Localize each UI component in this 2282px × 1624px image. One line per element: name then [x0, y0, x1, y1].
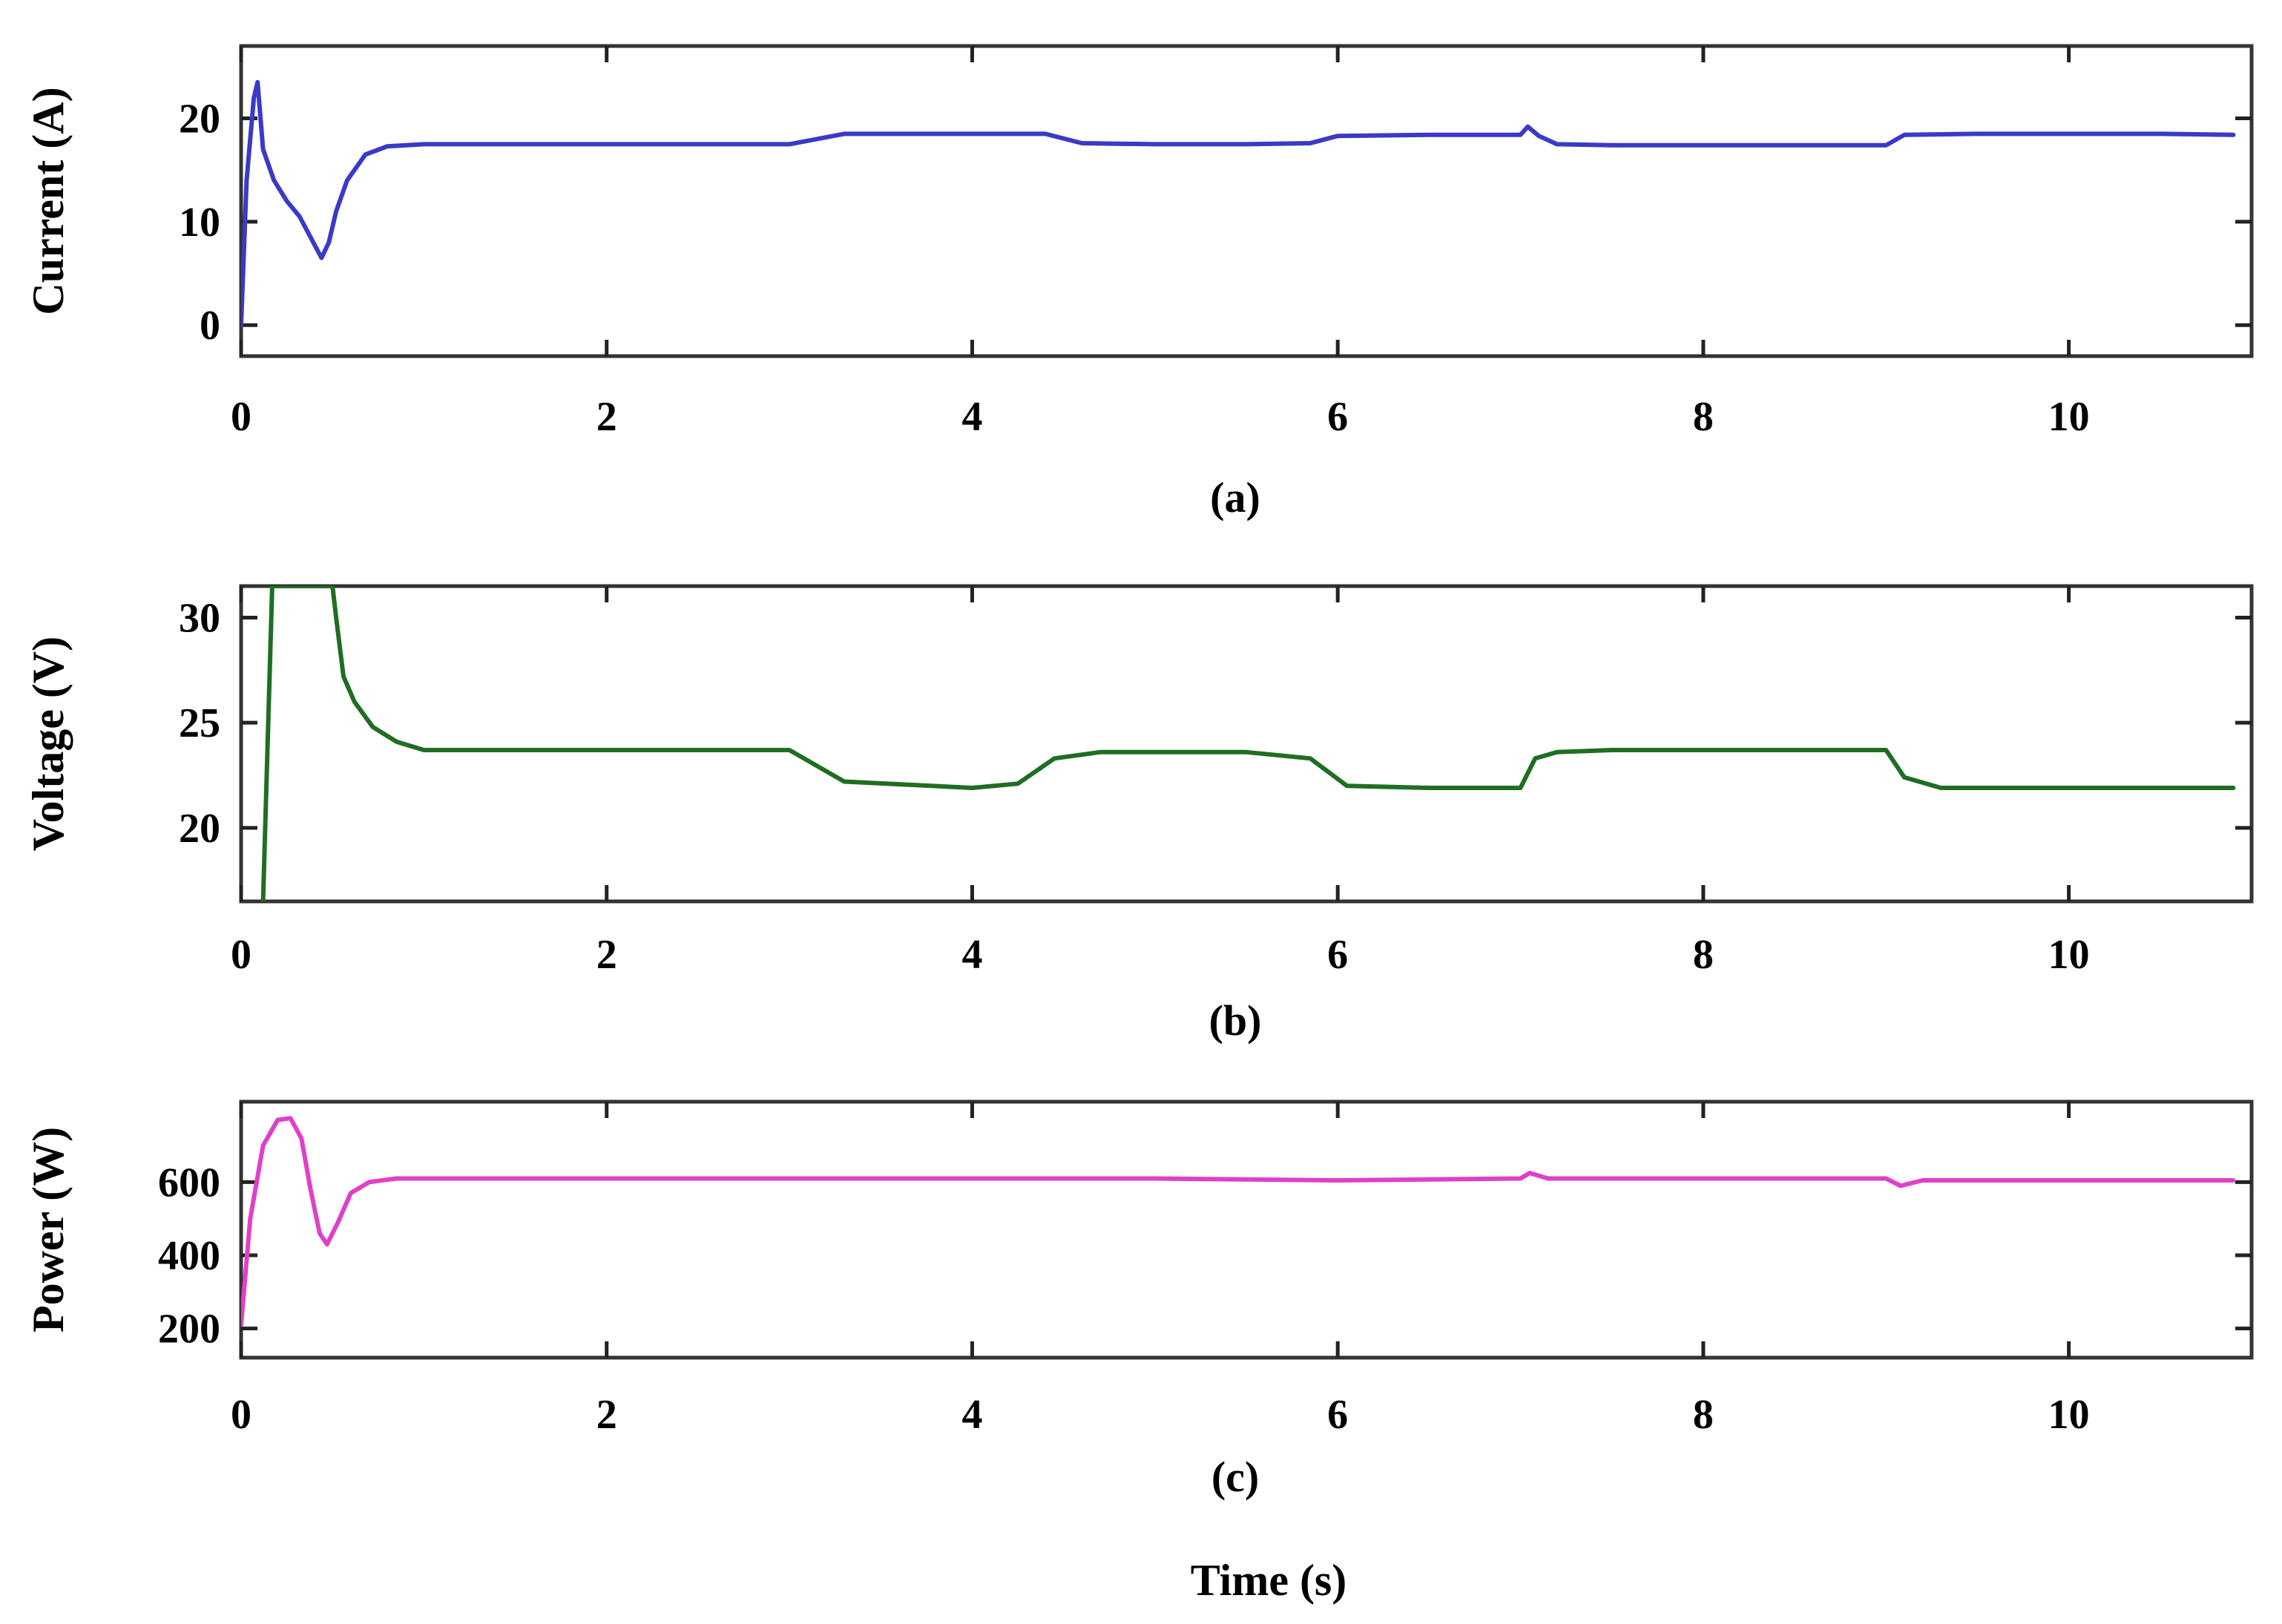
voltage-x-tick-label: 8 [1693, 932, 1714, 978]
power-series-line [241, 1116, 2236, 1327]
current-y-axis-label: Current (A) [24, 87, 73, 315]
current-x-tick-label: 0 [231, 394, 251, 440]
voltage-x-tick-label: 2 [596, 932, 617, 978]
current-panel-caption: (a) [1210, 473, 1260, 522]
power-y-tick-label: 600 [158, 1160, 220, 1206]
voltage-x-tick-label: 4 [961, 932, 982, 978]
power-panel: 0 2 4 6 8 10 200 400 600 Power (W) (c) [24, 1099, 2254, 1501]
voltage-series-line [260, 586, 2236, 901]
voltage-y-tick-label: 25 [179, 700, 220, 746]
voltage-y-tick-label: 20 [179, 806, 220, 852]
voltage-x-tick-label: 10 [2048, 932, 2090, 978]
current-y-tick-label: 10 [179, 200, 220, 246]
voltage-panel-caption: (b) [1209, 996, 1262, 1045]
power-y-axis-label: Power (W) [24, 1127, 73, 1332]
current-x-tick-label: 6 [1327, 394, 1348, 440]
power-panel-caption: (c) [1211, 1453, 1259, 1501]
current-x-tick-label: 2 [596, 394, 617, 440]
current-panel: 0 2 4 6 8 10 0 10 20 Current (A) (a) [24, 44, 2254, 522]
voltage-x-tick-label: 0 [231, 932, 251, 978]
power-y-tick-label: 200 [158, 1306, 220, 1352]
voltage-y-axis-label: Voltage (V) [24, 637, 73, 851]
current-x-tick-label: 4 [961, 394, 982, 440]
voltage-x-tick-label: 6 [1327, 932, 1348, 978]
current-axes-frame [239, 44, 2254, 358]
current-x-tick-label: 10 [2048, 394, 2090, 440]
current-y-tick-label: 0 [200, 303, 220, 349]
x-axis-label: Time (s) [1191, 1556, 1347, 1605]
current-x-tick-label: 8 [1693, 394, 1714, 440]
power-y-tick-label: 400 [158, 1233, 220, 1279]
power-x-tick-label: 4 [961, 1392, 982, 1438]
power-axes-frame [239, 1099, 2254, 1360]
voltage-y-tick-label: 30 [179, 596, 220, 642]
power-x-tick-label: 10 [2048, 1392, 2090, 1438]
current-series-line [241, 79, 2236, 328]
power-x-tick-label: 2 [596, 1392, 617, 1438]
power-x-tick-label: 0 [231, 1392, 251, 1438]
power-x-tick-label: 6 [1327, 1392, 1348, 1438]
voltage-axes-frame [239, 584, 2254, 904]
power-x-tick-label: 8 [1693, 1392, 1714, 1438]
current-y-tick-label: 20 [179, 96, 220, 142]
voltage-panel: 0 2 4 6 8 10 20 25 30 Voltage (V) (b) [24, 584, 2254, 1045]
